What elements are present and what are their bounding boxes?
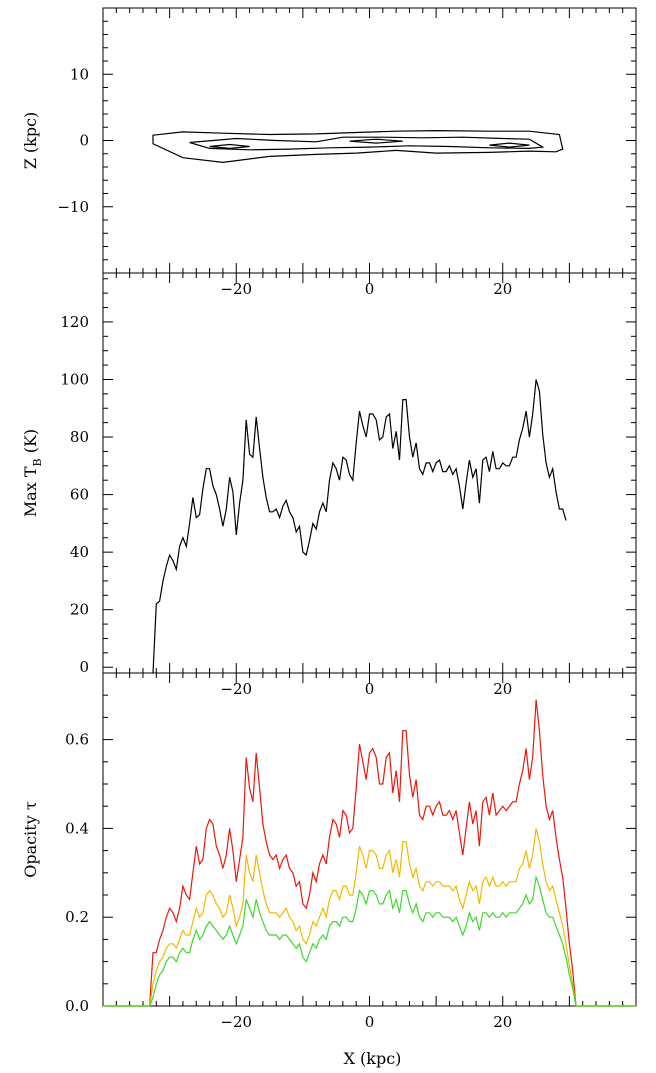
plot-frame xyxy=(102,7,637,274)
opacity-panel: −20 0 20 0.0 0.2 0.4 0.6 Opacity τ X (kpc) xyxy=(21,672,637,1068)
y-tick-label: −10 xyxy=(57,198,89,216)
y-tick-label: 0.0 xyxy=(65,997,89,1015)
opacity-series-1 xyxy=(103,828,636,1007)
contour-inner-2 xyxy=(349,138,403,144)
x-tick-label: 20 xyxy=(493,280,512,298)
x-tick-label: −20 xyxy=(220,680,252,698)
y-tick-label: 60 xyxy=(70,486,89,504)
y-axis-label-suffix: (K) xyxy=(21,429,40,459)
x-tick-label: 20 xyxy=(493,1013,512,1031)
contour-inner-1 xyxy=(209,143,250,150)
y-tick-label: 40 xyxy=(70,543,89,561)
x-tick-label: 0 xyxy=(365,1013,375,1031)
contour-middle xyxy=(189,136,545,151)
y-axis-label: Max TB (K) xyxy=(21,429,44,517)
y-tick-label: 0.6 xyxy=(65,731,89,749)
y-tick-label: 100 xyxy=(60,370,89,388)
opacity-series-2 xyxy=(103,874,636,1007)
y-axis-label-subscript: B xyxy=(31,458,44,466)
y-axis-label: Z (kpc) xyxy=(21,112,40,170)
x-tick-label: 0 xyxy=(365,280,375,298)
y-axis-label-main: Z (kpc) xyxy=(21,112,40,170)
contour-inner-3 xyxy=(489,142,530,148)
y-tick-label: 120 xyxy=(60,313,89,331)
max-tb-line xyxy=(152,379,567,674)
plot-frame xyxy=(102,272,637,674)
y-axis-label-main: Max T xyxy=(21,466,40,517)
x-tick-label: 20 xyxy=(493,680,512,698)
contour-outer xyxy=(152,129,564,164)
contour-panel: −20 0 20 −10 0 10 Z (kpc) xyxy=(21,7,637,298)
y-tick-label: 0 xyxy=(79,658,89,676)
y-tick-label: 0.4 xyxy=(65,819,89,837)
y-axis-label-main: Opacity τ xyxy=(21,801,40,878)
y-tick-label: 10 xyxy=(70,65,89,83)
y-tick-label: 0.2 xyxy=(65,908,89,926)
x-tick-label: 0 xyxy=(365,680,375,698)
opacity-series-0 xyxy=(103,699,636,1007)
y-tick-label: 80 xyxy=(70,428,89,446)
max-tb-panel: −20 0 20 0 20 40 60 80 100 120 Max TB (K) xyxy=(21,272,637,698)
y-tick-label: 0 xyxy=(79,132,89,150)
x-axis-label: X (kpc) xyxy=(344,1049,402,1068)
y-tick-label: 20 xyxy=(70,601,89,619)
x-tick-label: −20 xyxy=(220,1013,252,1031)
y-axis-label: Opacity τ xyxy=(21,801,40,878)
x-tick-label: −20 xyxy=(220,280,252,298)
